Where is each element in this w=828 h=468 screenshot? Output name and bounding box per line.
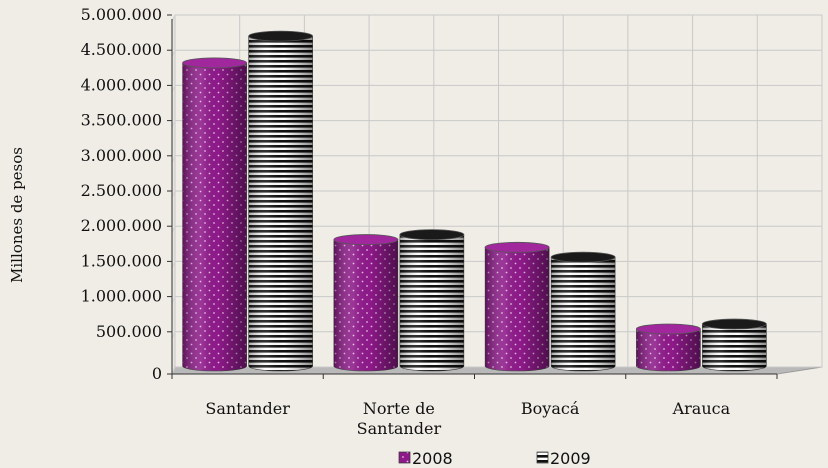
bar-2008-0 <box>182 57 248 372</box>
bar-cap <box>333 234 399 245</box>
y-tick-label: 4.000.000 <box>81 75 162 94</box>
bar-shade <box>485 247 550 372</box>
x-category-label: Santander <box>205 399 290 418</box>
y-tick-label: 1.000.000 <box>81 287 162 306</box>
bar-2008-1 <box>333 234 399 372</box>
y-tick-label: 5.000.000 <box>81 5 162 24</box>
legend-label-2008: 2008 <box>412 449 453 468</box>
bar-shade <box>399 234 464 372</box>
bar-cap <box>399 229 465 241</box>
bar-cap <box>635 323 701 335</box>
bar-cap <box>182 57 248 69</box>
bar-shade <box>551 257 616 372</box>
bar-shade <box>702 324 767 372</box>
bar-2009-1 <box>399 229 465 372</box>
y-tick-label: 1.500.000 <box>81 251 162 270</box>
bar-shade <box>248 36 313 372</box>
legend-swatch-2008 <box>398 451 411 464</box>
y-axis: 0 500.000 1.000.000 1.500.000 2.000.000 2.500… <box>81 5 173 383</box>
legend-label-2009: 2009 <box>550 449 591 468</box>
y-tick-label: 4.500.000 <box>81 40 162 59</box>
bar-shade <box>333 239 398 372</box>
legend-swatch-2009 <box>536 451 549 464</box>
bar-cap <box>550 251 616 263</box>
bar-cap <box>701 318 767 330</box>
y-tick-label: 2.500.000 <box>81 181 162 200</box>
x-category-label: Norte de Santander <box>357 399 442 438</box>
y-tick-label: 2.000.000 <box>81 216 162 235</box>
x-axis: Santander Norte de Santander Boyacá Arauca <box>171 373 778 438</box>
bar-2008-3 <box>635 323 701 372</box>
y-tick-label: 3.500.000 <box>81 111 162 130</box>
bar-cap <box>248 30 314 42</box>
bar-2009-3 <box>701 318 767 372</box>
bar-shade <box>182 62 247 372</box>
x-category-label: Arauca <box>672 399 731 418</box>
y-tick-label: 0 <box>152 364 162 383</box>
bar-2009-0 <box>248 30 314 372</box>
bar-shade <box>636 328 701 372</box>
x-category-label: Boyacá <box>521 399 580 418</box>
bar-2009-2 <box>550 251 616 372</box>
bars <box>182 30 767 372</box>
y-axis-label: Millones de pesos <box>8 147 26 283</box>
legend: 2008 2009 <box>398 449 591 468</box>
y-tick-label: 3.000.000 <box>81 146 162 165</box>
bar-2008-2 <box>484 241 550 372</box>
y-tick-label: 500.000 <box>96 322 162 341</box>
bar-cap <box>484 241 550 253</box>
